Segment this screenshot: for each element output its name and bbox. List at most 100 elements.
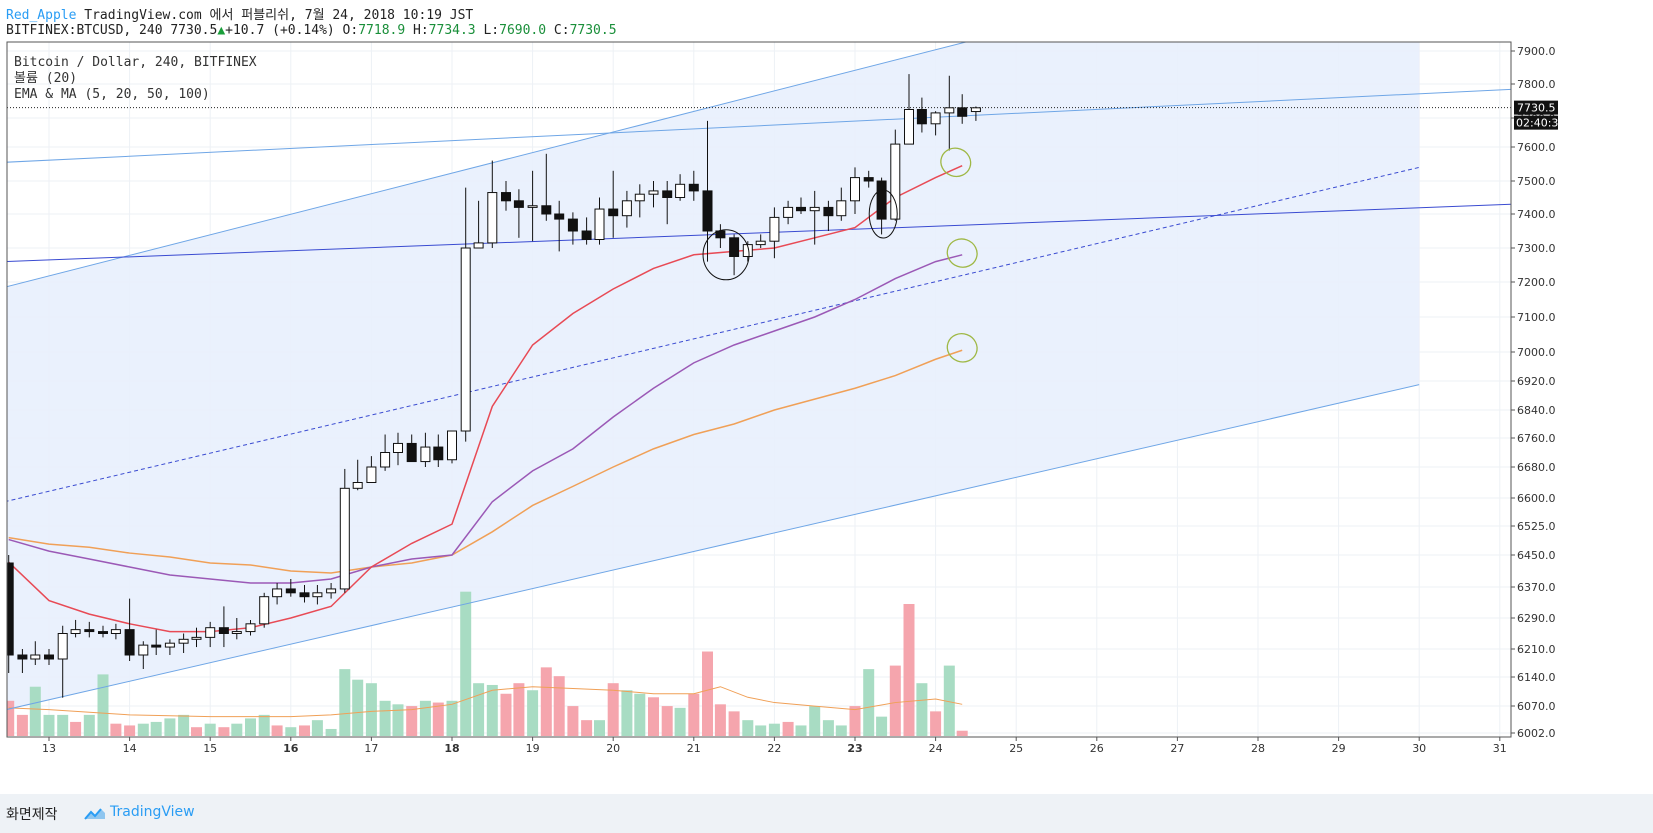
volume-bar bbox=[204, 723, 216, 736]
candle-body bbox=[916, 109, 927, 125]
candle-body bbox=[809, 206, 820, 212]
change-value: +10.7 (+0.14%) bbox=[225, 23, 335, 38]
candle-body bbox=[285, 588, 296, 594]
candle-body bbox=[420, 446, 431, 463]
candle bbox=[608, 170, 619, 238]
volume-bar bbox=[446, 700, 458, 736]
price-chart[interactable]: 7900.07800.07700.07600.07500.07400.07300… bbox=[0, 0, 1653, 794]
volume-bar bbox=[714, 704, 726, 736]
candle-body bbox=[299, 592, 310, 598]
candle-body bbox=[675, 183, 686, 199]
y-tick-label: 6210.0 bbox=[1517, 643, 1556, 656]
candle-body bbox=[110, 629, 121, 634]
candle-body bbox=[688, 183, 699, 192]
price-badge-label: 7730.5 bbox=[1517, 102, 1556, 115]
volume-bar bbox=[581, 720, 593, 736]
symbol-header: BITFINEX:BTCUSD, 240 7730.5▲+10.7 (+0.14… bbox=[6, 23, 617, 38]
y-tick-label: 7200.0 bbox=[1517, 276, 1556, 289]
volume-bar bbox=[702, 651, 714, 736]
candle-body bbox=[7, 562, 14, 656]
candle-body bbox=[850, 177, 860, 202]
author-name[interactable]: Red_Apple bbox=[6, 8, 77, 23]
candle bbox=[151, 629, 162, 655]
volume-bar bbox=[70, 721, 82, 736]
candle bbox=[84, 621, 95, 638]
volume-bar bbox=[218, 727, 230, 736]
annotation-ellipse bbox=[868, 189, 898, 239]
candle bbox=[890, 129, 901, 221]
volume-bar bbox=[930, 711, 942, 736]
volume-ma-line bbox=[8, 686, 963, 718]
volume-bar bbox=[540, 667, 552, 736]
candle-body bbox=[662, 190, 673, 198]
candle bbox=[930, 111, 941, 136]
volume-bar bbox=[299, 725, 311, 736]
x-tick-label: 23 bbox=[847, 742, 862, 755]
candle-body bbox=[783, 206, 794, 218]
volume-bar bbox=[822, 720, 834, 736]
ma-orange-line bbox=[8, 349, 963, 574]
y-tick-label: 6002.0 bbox=[1517, 727, 1556, 740]
candle-body bbox=[567, 218, 578, 232]
volume-bar bbox=[956, 730, 968, 736]
symbol-line: BITFINEX:BTCUSD, 240 7730.5 bbox=[6, 23, 218, 38]
candle bbox=[326, 583, 337, 599]
candle-body bbox=[339, 487, 350, 590]
volume-bar bbox=[29, 686, 41, 736]
legend-volume[interactable]: 볼륨 (20) bbox=[14, 71, 78, 86]
volume-bar bbox=[889, 665, 901, 736]
candle bbox=[218, 606, 229, 648]
y-tick-label: 6600.0 bbox=[1517, 492, 1556, 505]
candle-body bbox=[231, 631, 242, 634]
legend-indicator[interactable]: EMA & MA (5, 20, 50, 100) bbox=[14, 87, 210, 102]
volume-bars bbox=[7, 591, 968, 736]
legend-title[interactable]: Bitcoin / Dollar, 240, BITFINEX bbox=[14, 55, 257, 70]
candle-body bbox=[863, 177, 874, 182]
candle bbox=[164, 639, 175, 655]
candle bbox=[850, 167, 860, 214]
candle bbox=[581, 217, 592, 245]
volume-bar bbox=[379, 700, 391, 736]
volume-bar bbox=[460, 591, 472, 736]
plot-area bbox=[7, 42, 1511, 737]
close-value: 7730.5 bbox=[569, 23, 617, 38]
y-tick-label: 6920.0 bbox=[1517, 375, 1556, 388]
candle-body bbox=[380, 452, 391, 468]
candle-body bbox=[487, 192, 498, 244]
y-tick-label: 7100.0 bbox=[1517, 311, 1556, 324]
candle-body bbox=[84, 629, 95, 633]
open-value: 7718.9 bbox=[358, 23, 406, 38]
y-tick-label: 7500.0 bbox=[1517, 175, 1556, 188]
channel-upper-line bbox=[7, 42, 968, 288]
candle bbox=[70, 619, 81, 638]
volume-bar bbox=[567, 706, 579, 736]
candle-body bbox=[245, 623, 256, 633]
volume-bar bbox=[311, 720, 323, 736]
volume-bar bbox=[190, 727, 202, 736]
chart-legend: Bitcoin / Dollar, 240, BITFINEX 볼륨 (20) … bbox=[14, 55, 257, 103]
tradingview-brand[interactable]: TradingView bbox=[110, 804, 195, 820]
candle bbox=[795, 197, 806, 214]
volume-bar bbox=[835, 725, 847, 736]
candle-body bbox=[98, 631, 109, 634]
volume-bar bbox=[876, 716, 888, 736]
candle bbox=[513, 189, 524, 238]
candle bbox=[904, 74, 915, 145]
candle-body bbox=[433, 446, 444, 461]
candle bbox=[447, 430, 457, 464]
volume-bar bbox=[688, 693, 700, 736]
y-tick-label: 6680.0 bbox=[1517, 461, 1556, 474]
candle-body bbox=[352, 482, 363, 489]
candle-body bbox=[795, 206, 806, 212]
volume-bar bbox=[473, 683, 485, 736]
x-tick-label: 22 bbox=[767, 742, 781, 755]
annotation-ellipse bbox=[702, 229, 750, 281]
x-tick-label: 18 bbox=[444, 742, 459, 755]
candle bbox=[259, 592, 270, 628]
candle-body bbox=[17, 654, 28, 660]
candle bbox=[44, 649, 54, 665]
volume-bar bbox=[178, 714, 190, 736]
candle bbox=[98, 625, 109, 638]
volume-bar bbox=[325, 728, 337, 736]
volume-bar bbox=[863, 669, 875, 736]
